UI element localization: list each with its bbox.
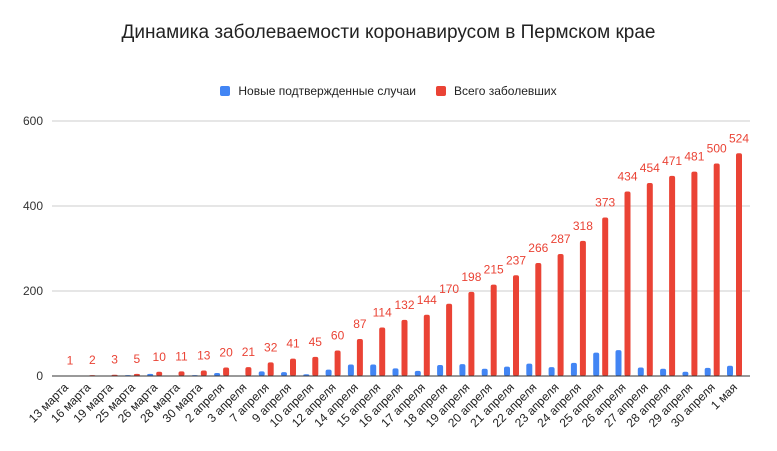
y-tick-label: 0	[36, 369, 43, 383]
data-label: 287	[551, 232, 571, 246]
chart-title: Динамика заболеваемости коронавирусом в …	[121, 22, 656, 43]
bar-total-cases	[245, 367, 252, 376]
bar-new-cases	[414, 370, 421, 376]
bar-new-cases	[727, 365, 733, 376]
data-label: 5	[134, 352, 141, 366]
bar-new-cases	[682, 371, 689, 376]
bar-total-cases	[156, 371, 163, 376]
bar-total-cases	[736, 153, 742, 376]
legend-item-total-cases[interactable]: Всего заболевших	[435, 84, 557, 98]
data-label: 215	[484, 263, 504, 277]
data-label: 237	[506, 253, 526, 267]
bar-total-cases	[468, 291, 475, 376]
legend-label-new-cases: Новые подтвержденные случаи	[238, 84, 416, 98]
data-label: 87	[353, 317, 367, 331]
data-label: 10	[153, 350, 167, 364]
bar-total-cases	[602, 217, 609, 376]
bar-new-cases	[347, 364, 354, 376]
bar-total-cases	[356, 339, 363, 376]
bar-total-cases	[401, 319, 408, 376]
bar-total-cases	[713, 163, 720, 376]
legend-item-new-cases[interactable]: Новые подтвержденные случаи	[220, 84, 416, 98]
bar-new-cases	[504, 366, 510, 376]
bar-total-cases	[446, 303, 453, 376]
legend-swatch-new-cases	[220, 86, 231, 96]
data-label: 45	[309, 335, 323, 349]
bar-total-cases	[669, 175, 676, 376]
bar-new-cases	[548, 367, 555, 376]
data-label: 170	[439, 282, 459, 296]
bar-total-cases	[624, 191, 631, 376]
bar-new-cases	[637, 367, 644, 376]
bar-total-cases	[223, 367, 230, 376]
data-label: 21	[242, 345, 256, 359]
bar-total-cases	[379, 327, 386, 376]
data-label: 434	[617, 170, 637, 184]
data-label: 3	[111, 353, 118, 367]
bar-total-cases	[133, 373, 140, 376]
data-label: 41	[286, 337, 300, 351]
legend-swatch-total-cases	[435, 86, 446, 96]
bar-new-cases	[214, 373, 221, 376]
data-label: 481	[684, 150, 704, 164]
data-label: 471	[662, 154, 682, 168]
bar-new-cases	[459, 364, 466, 376]
y-tick-label: 200	[23, 284, 43, 298]
data-label: 500	[707, 142, 727, 156]
legend-label-total-cases: Всего заболевших	[453, 84, 557, 98]
bar-new-cases	[370, 364, 377, 376]
data-label: 373	[595, 195, 615, 209]
bar-total-cases	[691, 171, 698, 376]
data-label: 198	[461, 270, 481, 284]
bar-total-cases	[423, 314, 430, 376]
bar-new-cases	[392, 368, 399, 376]
bar-new-cases	[593, 352, 600, 376]
data-label: 11	[175, 349, 188, 363]
bar-total-cases	[646, 183, 653, 376]
y-tick-label: 600	[23, 114, 43, 128]
bar-new-cases	[660, 368, 667, 376]
x-tick-label: 1 мая	[708, 380, 740, 412]
bar-new-cases	[281, 372, 287, 376]
bar-new-cases	[526, 363, 533, 376]
bar-total-cases	[178, 371, 185, 376]
bar-new-cases	[570, 362, 577, 376]
data-label: 144	[417, 293, 437, 307]
bar-total-cases	[513, 275, 519, 376]
bar-total-cases	[579, 240, 586, 376]
bar-total-cases	[200, 370, 207, 376]
data-label: 32	[264, 340, 278, 354]
bar-total-cases	[290, 358, 296, 376]
data-label: 13	[197, 348, 211, 362]
bar-total-cases	[490, 284, 497, 376]
data-label: 524	[729, 131, 749, 145]
y-tick-label: 400	[23, 199, 43, 213]
data-label: 454	[640, 161, 660, 175]
bar-new-cases	[437, 364, 444, 376]
bar-total-cases	[557, 254, 564, 376]
data-label: 114	[373, 306, 392, 320]
data-label: 20	[219, 346, 233, 360]
data-label: 1	[67, 354, 74, 368]
bar-new-cases	[481, 368, 488, 376]
bar-new-cases	[258, 371, 265, 376]
bar-total-cases	[312, 356, 319, 376]
bar-total-cases	[334, 350, 341, 376]
bar-new-cases	[325, 369, 332, 376]
bar-total-cases	[535, 262, 542, 376]
bar-new-cases	[147, 373, 154, 376]
data-label: 266	[528, 241, 548, 255]
legend: Новые подтвержденные случаи Всего заболе…	[0, 84, 777, 98]
bar-new-cases	[615, 350, 622, 376]
data-label: 132	[394, 298, 414, 312]
bar-new-cases	[704, 367, 711, 376]
data-label: 2	[89, 353, 96, 367]
data-label: 318	[573, 219, 593, 233]
bar-total-cases	[267, 362, 274, 376]
data-label: 60	[331, 329, 345, 343]
